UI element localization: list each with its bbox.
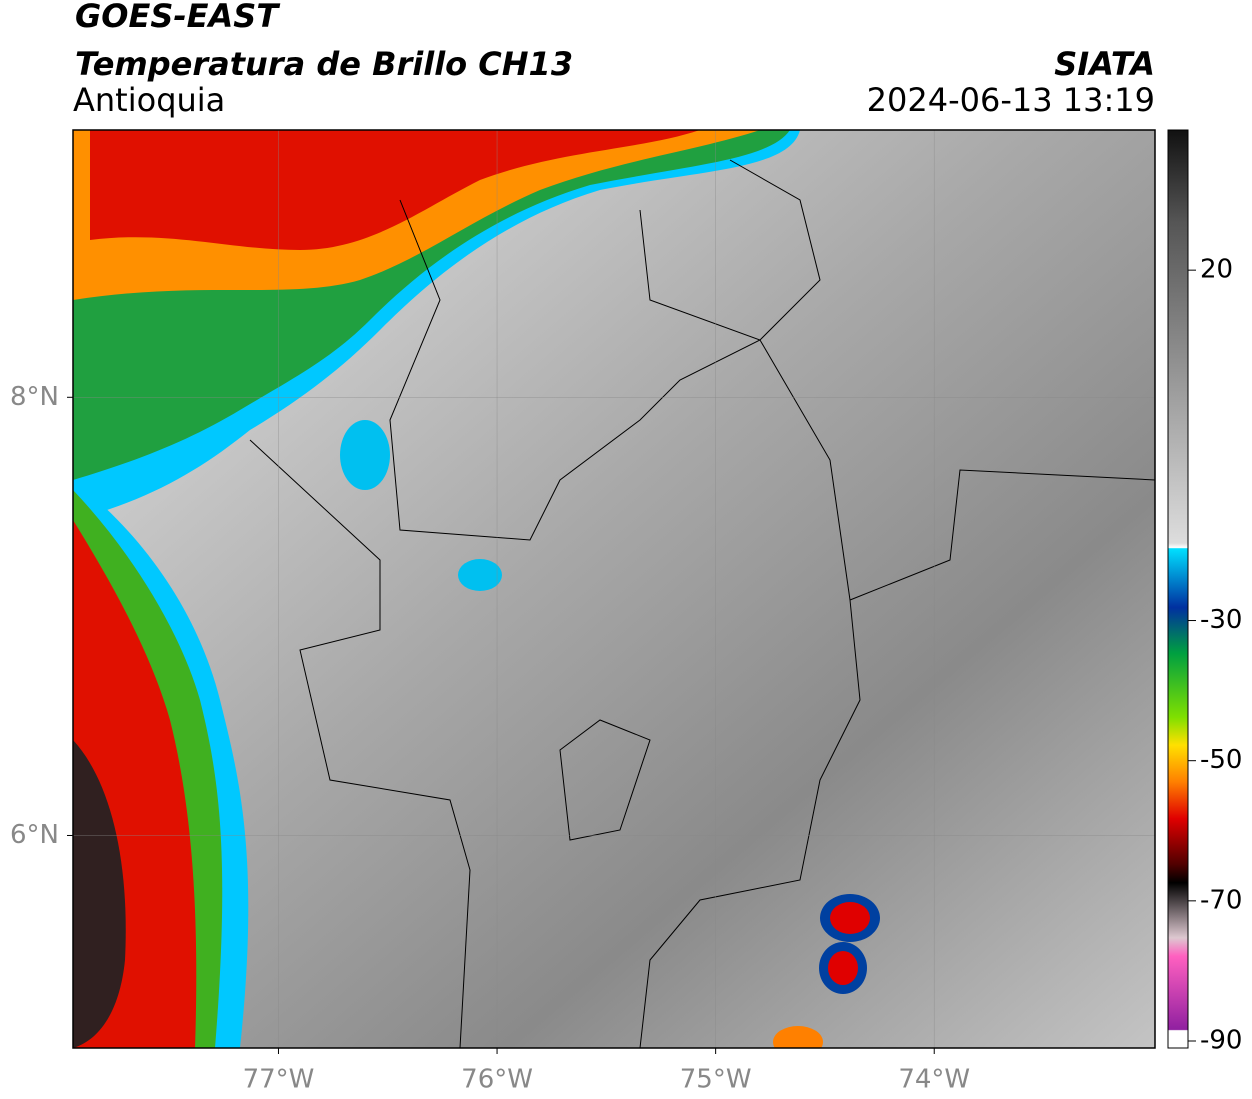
cloud-patch (458, 559, 502, 591)
subtitle: Temperatura de Brillo CH13 (75, 45, 573, 83)
x-tick-label: 74°W (898, 1065, 970, 1095)
colorbar-tick-label: -30 (1200, 605, 1242, 635)
cloud-cold (73, 740, 126, 1048)
storm (773, 1026, 823, 1048)
grid (73, 130, 1155, 1048)
colorbar (1167, 129, 1189, 1049)
y-tick-label: 6°N (10, 820, 59, 850)
cloud-patch (340, 420, 390, 490)
map-frame (72, 129, 1156, 1049)
colorbar-tick-label: -70 (1200, 885, 1242, 915)
datetime: 2024-06-13 13:19 (867, 81, 1155, 119)
x-tick-label: 75°W (680, 1065, 752, 1095)
cloud-red (90, 130, 700, 250)
y-tick-label: 8°N (10, 382, 59, 412)
colorbar-tick-label: 20 (1200, 255, 1233, 285)
colorbar-tick-label: -50 (1200, 745, 1242, 775)
source: SIATA (1054, 45, 1155, 83)
boundaries (249, 159, 1155, 1048)
map (73, 130, 1155, 1048)
region: Antioquia (73, 81, 225, 119)
storm (830, 902, 870, 934)
storm (828, 951, 858, 985)
x-tick-label: 76°W (461, 1065, 533, 1095)
colorbar-tick-label: -90 (1200, 1025, 1242, 1055)
title: GOES-EAST (75, 0, 280, 35)
x-tick-label: 77°W (243, 1065, 315, 1095)
